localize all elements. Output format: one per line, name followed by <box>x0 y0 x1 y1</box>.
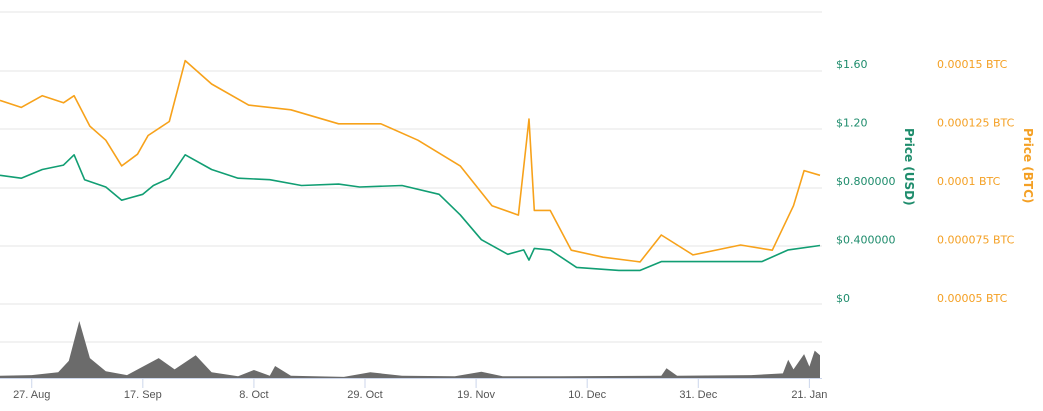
usd-tick-label: $0.400000 <box>836 234 896 247</box>
gridlines <box>0 11 822 379</box>
usd-tick-label: $0.800000 <box>836 175 896 188</box>
btc-tick-label: 0.00005 BTC <box>937 292 1008 305</box>
usd-axis-label: Price (USD) <box>902 128 916 206</box>
x-tick-label: 10. Dec <box>568 389 606 401</box>
btc-tick-label: 0.0001 BTC <box>937 175 1001 188</box>
x-axis: 27. Aug 17. Sep 8. Oct 29. Oct 19. Nov 10. De… <box>13 379 827 401</box>
btc-axis: 0.00005 BTC 0.000075 BTC 0.0001 BTC 0.00012… <box>937 58 1015 305</box>
btc-price-line <box>0 59 821 263</box>
x-tick-label: 19. Nov <box>457 389 495 401</box>
x-tick-label: 27. Aug <box>13 389 50 401</box>
usd-tick-label: $1.60 <box>836 58 868 71</box>
volume-area <box>0 321 820 378</box>
x-tick-label: 29. Oct <box>347 389 382 401</box>
x-tick-label: 21. Jan <box>791 389 827 401</box>
x-tick-label: 17. Sep <box>124 389 162 401</box>
btc-axis-label: Price (BTC) <box>1021 128 1035 203</box>
x-tick-label: 31. Dec <box>679 389 717 401</box>
volume-series <box>0 321 820 378</box>
x-tick-label: 8. Oct <box>239 389 268 401</box>
btc-tick-label: 0.000125 BTC <box>937 117 1015 130</box>
price-lines <box>0 59 821 272</box>
usd-axis: $0 $0.400000 $0.800000 $1.20 $1.60 <box>836 58 896 305</box>
usd-tick-label: $1.20 <box>836 117 868 130</box>
btc-tick-label: 0.00015 BTC <box>937 58 1008 71</box>
usd-tick-label: $0 <box>836 292 850 305</box>
btc-tick-label: 0.000075 BTC <box>937 234 1015 247</box>
usd-price-line <box>0 154 821 272</box>
